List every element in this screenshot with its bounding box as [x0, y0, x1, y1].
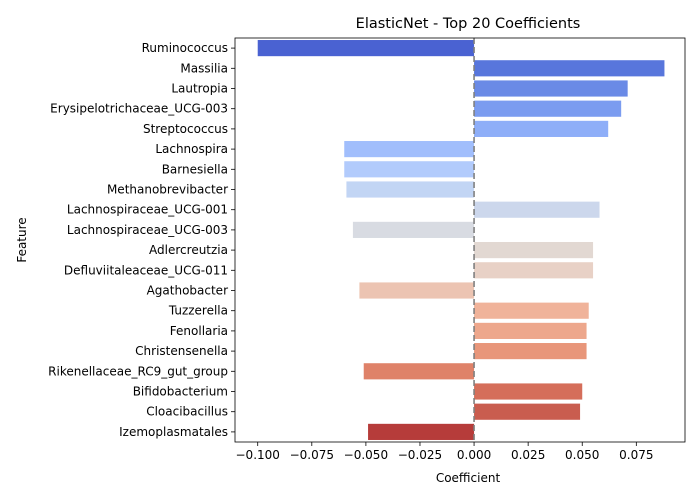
- y-tick-label: Methanobrevibacter: [107, 183, 228, 197]
- y-tick-label: Izemoplasmatales: [119, 425, 228, 439]
- y-tick-label: Fenollaria: [170, 324, 228, 338]
- bar: [474, 242, 594, 259]
- x-tick-label: −0.075: [290, 448, 334, 462]
- x-axis-ticks: −0.100 −0.075 −0.050 −0.025 0.000 0.025 0.050 0…: [236, 442, 654, 462]
- y-axis-ticks: Ruminococcus Massilia Lautropia Erysipelotr…: [48, 41, 235, 439]
- axes-border: [234, 37, 686, 443]
- bar: [474, 262, 594, 279]
- bar: [363, 363, 475, 380]
- bar: [474, 343, 587, 360]
- bar: [346, 181, 475, 198]
- x-tick-label: 0.075: [619, 448, 653, 462]
- x-tick-label: 0.050: [565, 448, 599, 462]
- y-tick-label: Streptococcus: [143, 122, 228, 136]
- x-tick-label: −0.100: [236, 448, 280, 462]
- bar: [474, 100, 622, 117]
- y-tick-label: Erysipelotrichaceae_UCG-003: [50, 102, 228, 116]
- y-tick-label: Rikenellaceae_RC9_gut_group: [48, 364, 228, 378]
- y-axis-title: Feature: [15, 217, 29, 262]
- bar: [352, 221, 475, 238]
- y-tick-label: Lachnospira: [155, 142, 228, 156]
- bar: [474, 201, 600, 218]
- y-tick-label: Agathobacter: [147, 284, 228, 298]
- bar: [474, 60, 665, 77]
- bar: [257, 40, 475, 57]
- bars: [257, 40, 665, 440]
- bar: [474, 403, 581, 420]
- bar: [474, 120, 609, 137]
- bar: [359, 282, 475, 299]
- y-tick-label: Christensenella: [135, 344, 228, 358]
- axes-frame: [234, 37, 686, 443]
- x-tick-label: 0.000: [457, 448, 491, 462]
- y-tick-label: Adlercreutzia: [149, 243, 228, 257]
- bar: [368, 423, 475, 440]
- y-tick-label: Bifidobacterium: [133, 385, 228, 399]
- y-tick-label: Cloacibacillus: [146, 405, 228, 419]
- x-tick-label: −0.050: [344, 448, 388, 462]
- bar: [474, 322, 587, 339]
- chart-title: ElasticNet - Top 20 Coefficients: [356, 16, 581, 32]
- x-tick-label: 0.025: [511, 448, 545, 462]
- y-tick-label: Defluviitaleaceae_UCG-011: [64, 263, 228, 277]
- y-tick-label: Massilia: [180, 61, 228, 75]
- y-tick-label: Lachnospiraceae_UCG-001: [67, 203, 228, 217]
- y-tick-label: Barnesiella: [162, 162, 228, 176]
- bar: [344, 141, 475, 158]
- y-tick-label: Lachnospiraceae_UCG-003: [67, 223, 228, 237]
- bar: [344, 161, 475, 178]
- bar: [474, 302, 589, 319]
- x-tick-label: −0.025: [398, 448, 442, 462]
- y-tick-label: Tuzzerella: [168, 304, 228, 318]
- x-axis-title: Coefficient: [436, 471, 501, 485]
- bar: [474, 80, 628, 97]
- y-tick-label: Ruminococcus: [142, 41, 228, 55]
- y-tick-label: Lautropia: [171, 82, 228, 96]
- bar: [474, 383, 583, 400]
